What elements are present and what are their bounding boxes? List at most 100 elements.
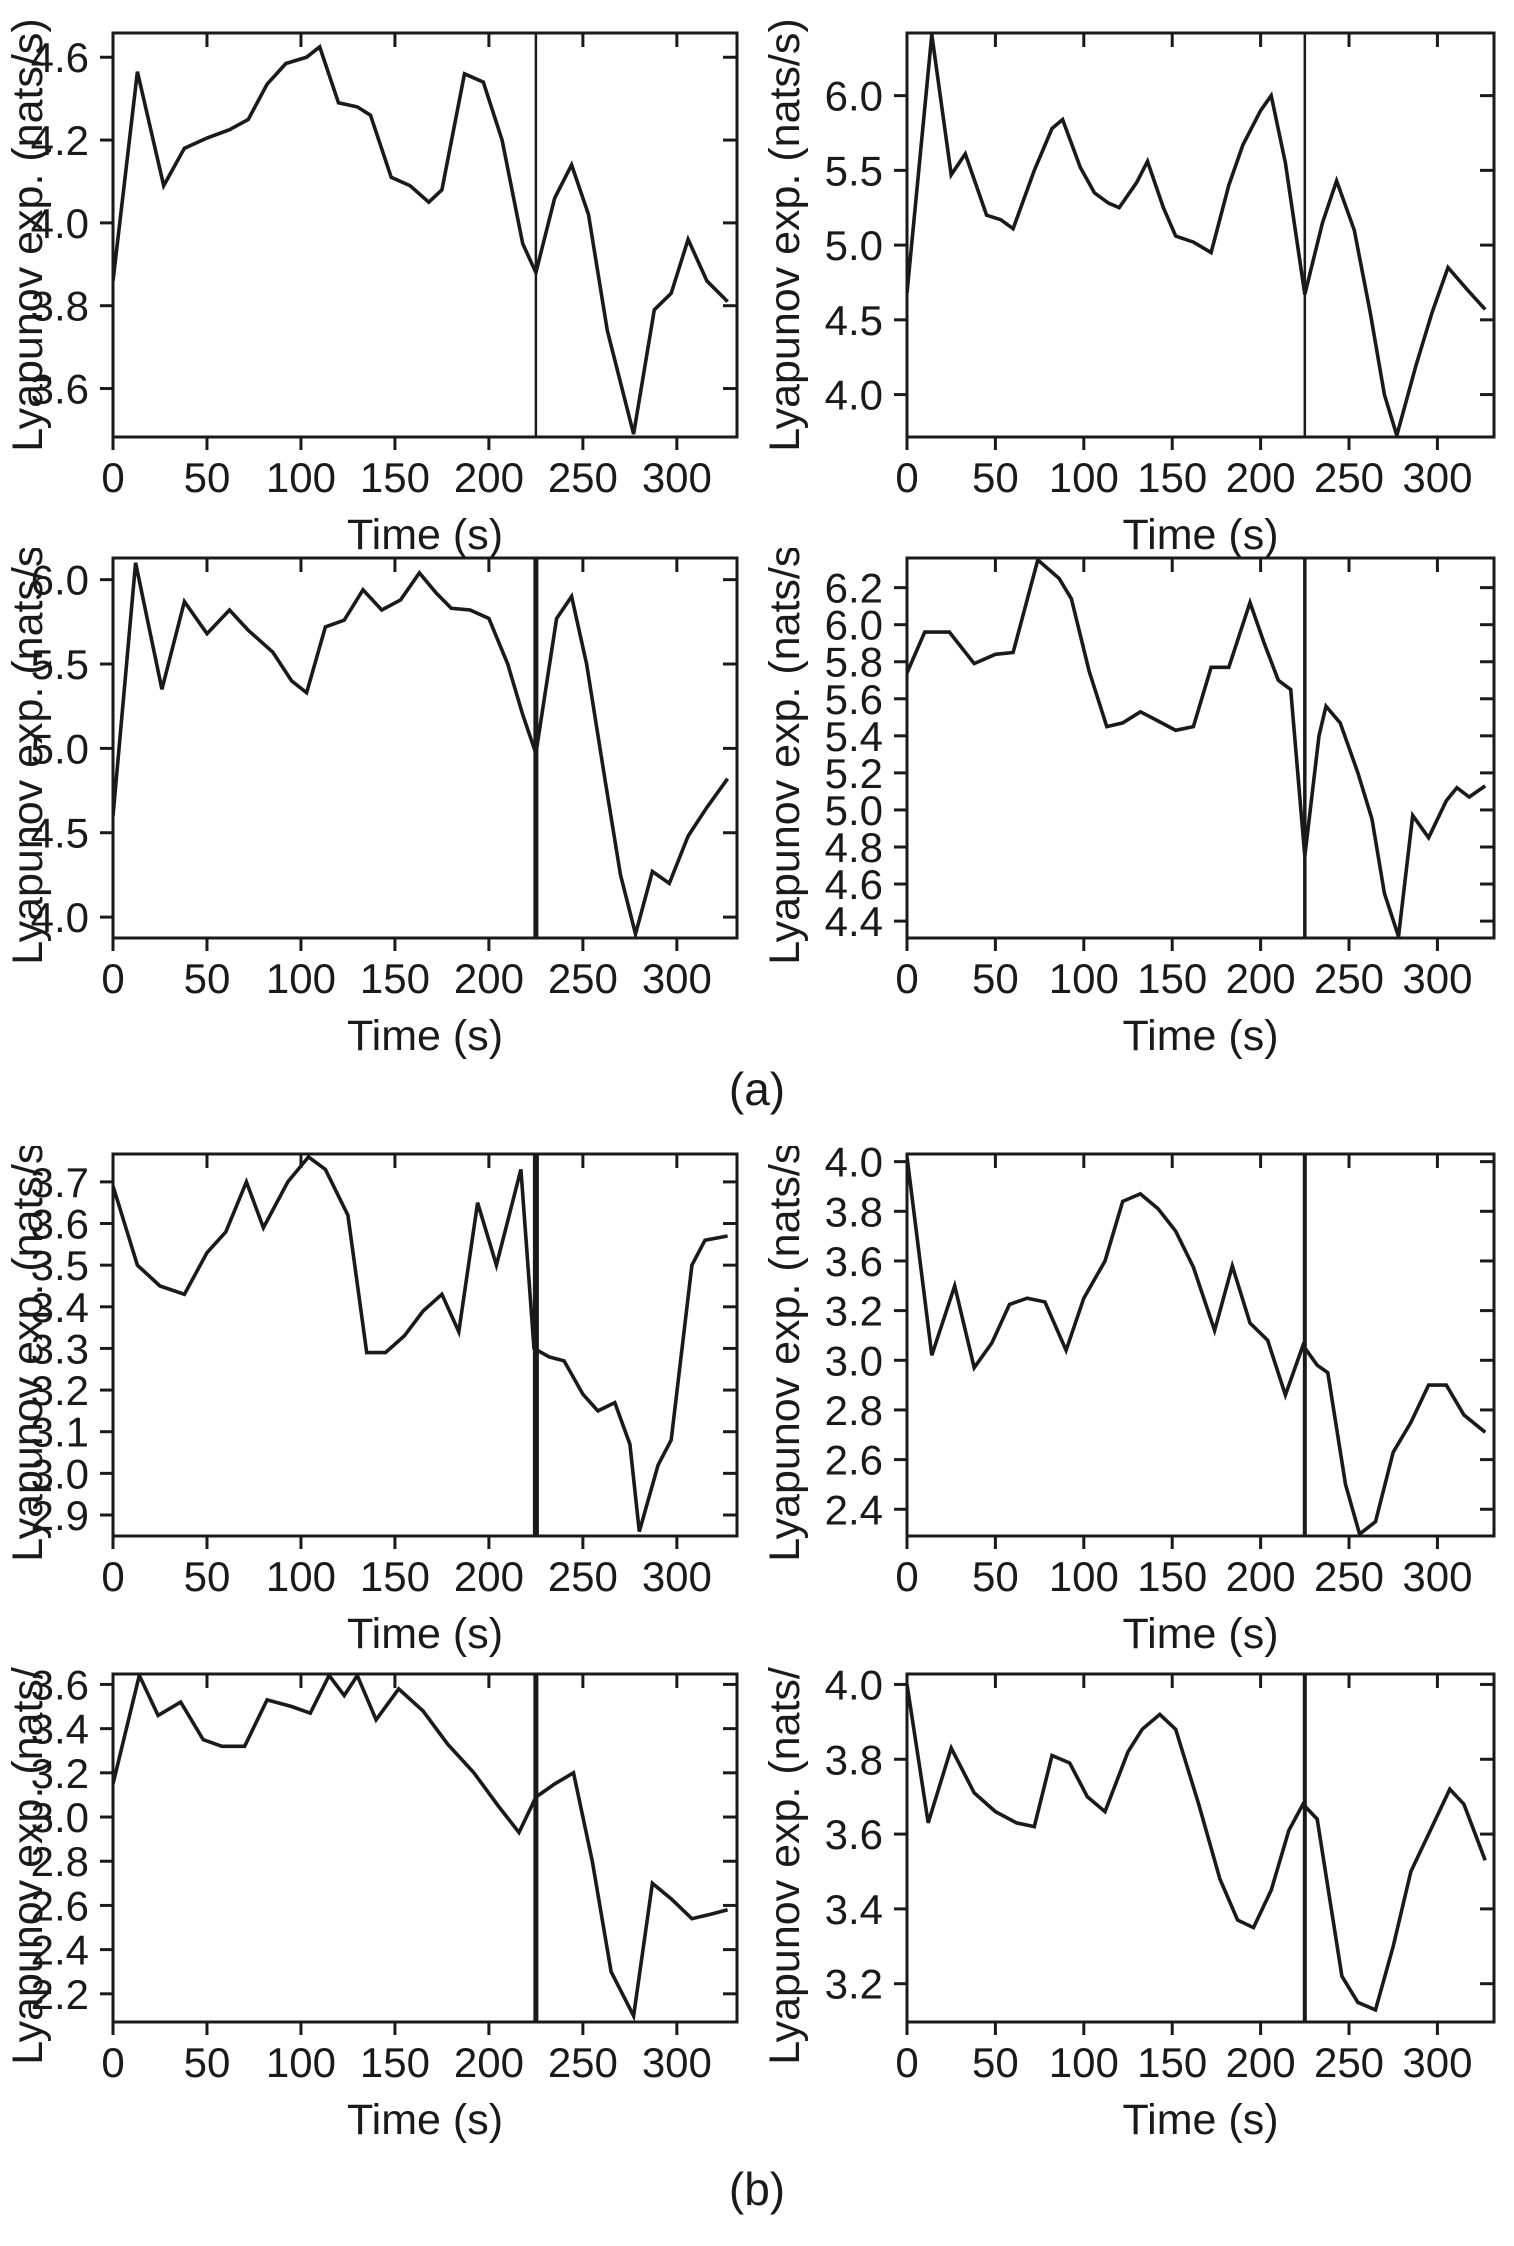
x-tick-label: 0 xyxy=(895,1553,918,1600)
y-axis-title: Lyapunov exp. (nats/s) xyxy=(761,18,809,451)
y-tick-label: 4.0 xyxy=(825,1146,883,1186)
x-tick-label: 100 xyxy=(266,955,336,1002)
y-tick-label: 4.0 xyxy=(31,200,89,247)
y-axis-title: Lyapunov exp. (nats/s) xyxy=(4,548,52,965)
y-tick-label: 6.0 xyxy=(825,73,883,120)
y-tick-label: 3.6 xyxy=(31,1201,89,1248)
x-tick-label: 200 xyxy=(1226,1553,1296,1600)
x-tick-label: 250 xyxy=(548,955,618,1002)
x-tick-label: 200 xyxy=(454,454,524,501)
x-tick-label: 300 xyxy=(642,955,712,1002)
subplot-a2: 6.0 5.5 5.0 4.5 4.0 0 50 100 150 200 250 300 Lyapuno… xyxy=(757,0,1514,565)
y-tick-label: 3.1 xyxy=(31,1409,89,1456)
lyapunov-curve xyxy=(113,562,730,938)
x-tick-label: 200 xyxy=(1226,2039,1296,2086)
x-tick-label: 150 xyxy=(1137,2039,1207,2086)
y-axis-title: Lyapunov exp. (nats/s) xyxy=(761,548,809,965)
x-tick-label: 0 xyxy=(101,1553,124,1600)
y-tick-label: 4.4 xyxy=(825,898,883,945)
y-tick-label: 2.2 xyxy=(31,1971,89,2018)
y-tick-label: 3.6 xyxy=(825,1238,883,1285)
y-tick-label: 3.0 xyxy=(825,1337,883,1384)
y-tick-label: 2.6 xyxy=(825,1437,883,1484)
y-tick-label: 6.2 xyxy=(825,565,883,612)
y-tick-label: 3.6 xyxy=(31,366,89,413)
lyapunov-curve xyxy=(907,34,1487,437)
panel-a-caption: (a) xyxy=(728,1063,786,1115)
x-tick-label: 200 xyxy=(454,1553,524,1600)
y-tick-label: 4.8 xyxy=(825,824,883,871)
x-tick-label: 300 xyxy=(1402,2039,1472,2086)
subplot-a3: 6.0 5.5 5.0 4.5 4.0 0 50 100 150 200 250 300 Lyapuno… xyxy=(0,548,757,1068)
x-tick-label: 150 xyxy=(360,1553,430,1600)
x-tick-label: 200 xyxy=(454,955,524,1002)
y-tick-label: 3.8 xyxy=(825,1736,883,1783)
x-tick-label: 50 xyxy=(184,1553,231,1600)
y-tick-label: 5.6 xyxy=(825,676,883,723)
y-tick-label: 3.4 xyxy=(31,1284,89,1331)
y-tick-label: 3.4 xyxy=(31,1706,89,1753)
x-axis-title: Time (s) xyxy=(1122,1610,1278,1658)
x-tick-label: 200 xyxy=(1226,454,1296,501)
y-tick-label: 3.6 xyxy=(825,1811,883,1858)
y-tick-label: 4.6 xyxy=(825,861,883,908)
x-tick-label: 250 xyxy=(1314,955,1384,1002)
y-tick-label: 4.0 xyxy=(31,894,89,941)
y-tick-label: 2.8 xyxy=(31,1838,89,1885)
y-tick-label: 5.0 xyxy=(31,725,89,772)
y-axis-title: Lyapunov exp. (nats/s) xyxy=(4,1146,52,1562)
y-tick-label: 3.4 xyxy=(825,1886,883,1933)
x-axis-title: Time (s) xyxy=(347,1012,503,1060)
axes-box xyxy=(111,1152,739,1538)
plot-canvas-b2: 4.03.83.63.23.02.82.62.4 0 50 100 150 200 250 3… xyxy=(761,1146,1496,1658)
plot-canvas-b1: 3.73.63.53.43.33.23.13.02.9 0 50 100 150 200 2… xyxy=(4,1146,739,1658)
y-tick-label: 3.7 xyxy=(31,1159,89,1206)
axes-box xyxy=(111,1672,739,2024)
subplot-b2: 4.0 3.8 3.6 3.2 3.0 2.8 2.6 2.4 0 50 100 150 200 250 3… xyxy=(757,1146,1514,1661)
x-tick-label: 100 xyxy=(1049,2039,1119,2086)
x-axis-title: Time (s) xyxy=(347,1610,503,1658)
x-tick-label: 250 xyxy=(1314,454,1384,501)
x-tick-label: 50 xyxy=(972,454,1019,501)
subplot-b1: 3.7 3.6 3.5 3.4 3.3 3.2 3.1 3.0 2.9 0 50 100 150 200 2… xyxy=(0,1146,757,1661)
y-tick-label: 3.3 xyxy=(31,1325,89,1372)
y-tick-label: 3.0 xyxy=(31,1450,89,1497)
x-tick-label: 150 xyxy=(1137,454,1207,501)
x-tick-label: 300 xyxy=(1402,1553,1472,1600)
x-tick-label: 50 xyxy=(184,955,231,1002)
y-tick-label: 2.9 xyxy=(31,1492,89,1539)
y-tick-label: 4.0 xyxy=(825,1666,883,1708)
x-tick-label: 300 xyxy=(642,2039,712,2086)
y-tick-label: 5.2 xyxy=(825,750,883,797)
x-tick-label: 250 xyxy=(548,1553,618,1600)
x-tick-label: 50 xyxy=(184,454,231,501)
x-tick-label: 150 xyxy=(360,955,430,1002)
y-tick-label: 5.5 xyxy=(825,147,883,194)
axes-box xyxy=(905,31,1496,439)
y-tick-label: 3.2 xyxy=(825,1288,883,1335)
y-tick-label: 5.0 xyxy=(825,222,883,269)
subplot-a4: 6.2 6.0 5.8 5.6 5.4 5.2 5.0 4.8 4.6 4.4 0 50 100 150 2… xyxy=(757,548,1514,1068)
x-tick-label: 300 xyxy=(1402,955,1472,1002)
y-tick-label: 2.4 xyxy=(31,1927,89,1974)
plot-canvas-a3: 6.0 5.5 5.0 4.5 4.0 0 50 100 150 200 250 300 Lyapuno… xyxy=(4,548,739,1060)
y-tick-label: 3.2 xyxy=(31,1367,89,1414)
plot-canvas-b4: 4.0 3.8 3.6 3.4 3.2 0 50 100 150 200 250 300 Lyapuno… xyxy=(761,1666,1496,2144)
x-tick-label: 250 xyxy=(548,454,618,501)
y-axis-title: Lyapunov exp. (nats/s) xyxy=(4,1666,52,2065)
y-tick-label: 4.0 xyxy=(825,372,883,419)
x-tick-label: 50 xyxy=(972,955,1019,1002)
x-axis-title: Time (s) xyxy=(347,511,503,559)
axes-box xyxy=(905,1672,1496,2024)
subplot-b4: 4.0 3.8 3.6 3.4 3.2 0 50 100 150 200 250 300 Lyapuno… xyxy=(757,1666,1514,2151)
y-axis-title: Lyapunov exp. (nats/s) xyxy=(761,1666,809,2065)
y-tick-label: 6.0 xyxy=(31,557,89,604)
lyapunov-curve xyxy=(113,43,729,435)
x-tick-label: 100 xyxy=(1049,454,1119,501)
y-tick-label: 4.5 xyxy=(31,810,89,857)
axes-box xyxy=(905,556,1496,940)
axes-box xyxy=(111,31,739,439)
plot-canvas-a4: 6.26.05.85.65.45.25.04.84.64.4 0 50 100 150 2… xyxy=(761,548,1496,1060)
y-tick-label: 3.5 xyxy=(31,1242,89,1289)
